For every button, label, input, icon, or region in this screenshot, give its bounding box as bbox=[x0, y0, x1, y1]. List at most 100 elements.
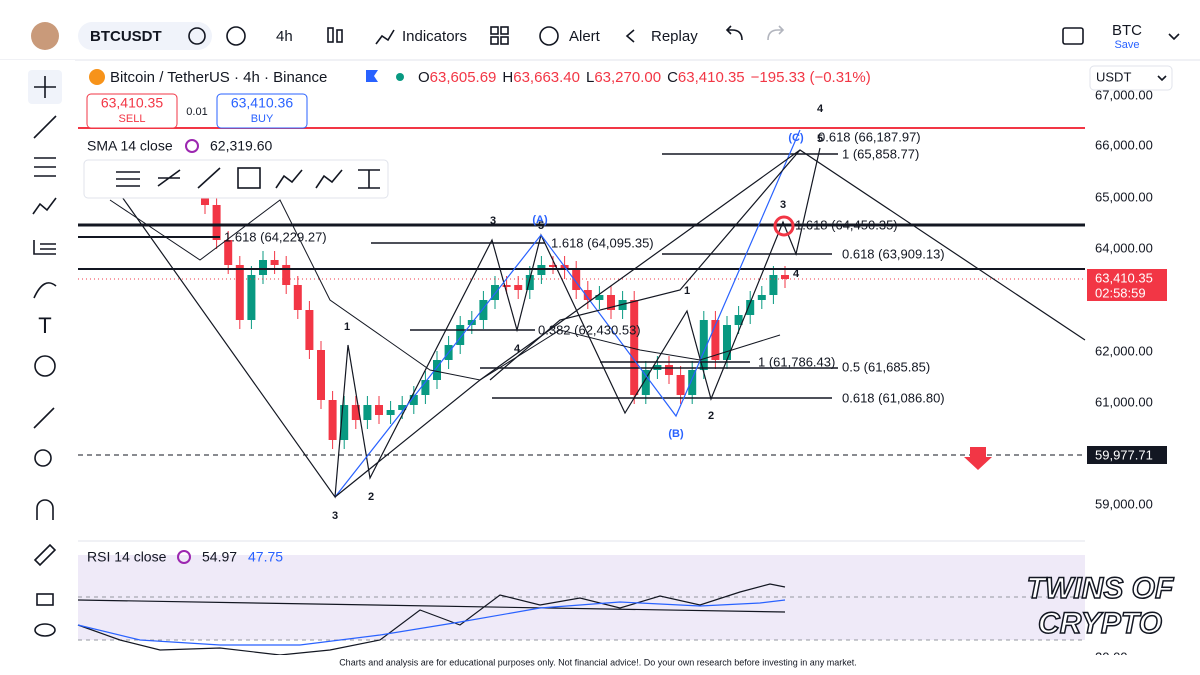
text-tool[interactable]: T bbox=[38, 313, 51, 338]
interval[interactable]: 4h bbox=[276, 28, 293, 45]
candle bbox=[630, 300, 639, 395]
candle bbox=[746, 300, 755, 315]
add-icon[interactable] bbox=[226, 26, 246, 46]
high-label: H bbox=[502, 69, 513, 86]
brush-tool[interactable] bbox=[33, 282, 57, 299]
brand-line: TWINS OF bbox=[1027, 572, 1174, 605]
ruler-tool[interactable] bbox=[33, 407, 55, 429]
undo-icon[interactable] bbox=[725, 25, 743, 41]
candle-icon[interactable] bbox=[327, 27, 334, 43]
candle bbox=[491, 285, 499, 300]
tool-icon[interactable] bbox=[116, 171, 140, 187]
price-pane bbox=[78, 62, 1085, 540]
sma-value: 62,319.60 bbox=[210, 138, 272, 154]
sell-price[interactable]: 63,410.35 bbox=[101, 95, 163, 111]
candle bbox=[769, 275, 778, 295]
tool-icon[interactable] bbox=[157, 169, 181, 187]
pattern-tool[interactable] bbox=[32, 197, 57, 215]
alert[interactable]: Alert bbox=[569, 28, 601, 45]
tool-icon[interactable] bbox=[237, 167, 261, 189]
currency-select[interactable] bbox=[1089, 65, 1173, 91]
fib-label: 1.618 (64,450.35) bbox=[795, 217, 898, 232]
rsi-signal: 47.75 bbox=[248, 549, 283, 565]
crosshair-tool[interactable] bbox=[34, 76, 56, 98]
tool-icon[interactable] bbox=[358, 169, 380, 189]
flag-icon[interactable] bbox=[366, 70, 378, 82]
wave-label: (A) bbox=[532, 214, 548, 226]
buy-price[interactable]: 63,410.36 bbox=[231, 95, 293, 111]
menu-caret[interactable] bbox=[1168, 33, 1180, 41]
candle bbox=[781, 275, 789, 279]
replay[interactable]: Replay bbox=[651, 28, 698, 45]
sma-icon bbox=[185, 139, 199, 153]
wave-label: 5 bbox=[538, 220, 544, 232]
emoji-tool[interactable] bbox=[34, 355, 56, 377]
status-dot bbox=[396, 73, 404, 81]
wave-label: (C) bbox=[788, 132, 804, 144]
layout-icon[interactable] bbox=[490, 26, 499, 35]
candle bbox=[409, 395, 418, 405]
symbol-title: Bitcoin / TetherUS · 4h · Binance bbox=[110, 69, 327, 86]
candle bbox=[259, 260, 267, 275]
candle bbox=[688, 370, 697, 395]
sell-label[interactable]: SELL bbox=[119, 113, 146, 125]
currency[interactable]: USDT bbox=[1096, 69, 1131, 84]
rsi-band bbox=[78, 555, 1085, 640]
buy-button[interactable] bbox=[216, 93, 308, 129]
candle bbox=[618, 300, 627, 310]
channel-line bbox=[334, 149, 1086, 498]
draw-lock-tool[interactable] bbox=[33, 543, 57, 567]
candle-icon[interactable] bbox=[336, 29, 343, 43]
save[interactable]: Save bbox=[1114, 39, 1139, 51]
close-value: 63,410.35 bbox=[678, 69, 745, 86]
indicators[interactable]: Indicators bbox=[402, 28, 467, 45]
redo-icon[interactable] bbox=[767, 25, 785, 41]
buy-label[interactable]: BUY bbox=[251, 113, 274, 125]
tool-icon[interactable] bbox=[315, 169, 343, 189]
symbol-icon[interactable] bbox=[188, 27, 206, 45]
indicators-icon[interactable] bbox=[375, 29, 395, 45]
channel-line bbox=[489, 149, 801, 381]
candle bbox=[549, 265, 557, 267]
price-tick: 61,000.00 bbox=[1095, 394, 1153, 409]
candle bbox=[502, 285, 511, 287]
rsi-line bbox=[77, 583, 786, 656]
candle bbox=[247, 275, 256, 320]
magnet-tool[interactable] bbox=[36, 499, 54, 520]
layout-name[interactable]: BTC bbox=[1112, 22, 1142, 39]
symbol-box[interactable] bbox=[78, 22, 212, 50]
tool-icon[interactable] bbox=[197, 167, 221, 189]
rsi-trend-line bbox=[77, 599, 786, 613]
channel-tool[interactable] bbox=[34, 157, 56, 177]
visibility-tool[interactable] bbox=[34, 623, 56, 637]
price-tick: 62,000.00 bbox=[1095, 343, 1153, 358]
candle bbox=[479, 300, 488, 320]
currency-caret[interactable] bbox=[1157, 75, 1167, 82]
fib-tool[interactable] bbox=[33, 240, 56, 255]
rsi-ma-line bbox=[77, 599, 786, 646]
avatar[interactable] bbox=[31, 22, 59, 50]
line-tool[interactable] bbox=[33, 115, 57, 139]
replay-icon[interactable] bbox=[625, 29, 635, 43]
layout-icon[interactable] bbox=[500, 26, 509, 35]
candle bbox=[607, 295, 615, 310]
zoom-tool[interactable] bbox=[34, 449, 52, 467]
layout-icon[interactable] bbox=[500, 36, 509, 45]
wave-label: 3 bbox=[490, 215, 496, 227]
layout-icon[interactable] bbox=[490, 36, 499, 45]
window-icon[interactable] bbox=[1062, 27, 1084, 45]
lock-tool[interactable] bbox=[36, 593, 54, 606]
candle bbox=[340, 405, 349, 440]
rsi-label: RSI 14 close bbox=[87, 549, 167, 565]
tool-icon[interactable] bbox=[275, 169, 303, 189]
close-label: C bbox=[667, 69, 678, 86]
wave-label: 4 bbox=[793, 268, 800, 280]
candle bbox=[456, 325, 465, 345]
sell-button[interactable] bbox=[86, 93, 178, 129]
low-value: 63,270.00 bbox=[594, 69, 661, 86]
symbol[interactable]: BTCUSDT bbox=[90, 28, 162, 45]
candle bbox=[665, 365, 673, 375]
alert-icon[interactable] bbox=[539, 26, 559, 46]
ohlc: O63,605.69 H63,663.40 L63,270.00 C63,410.35… bbox=[418, 69, 871, 86]
open-label: O bbox=[418, 69, 430, 86]
